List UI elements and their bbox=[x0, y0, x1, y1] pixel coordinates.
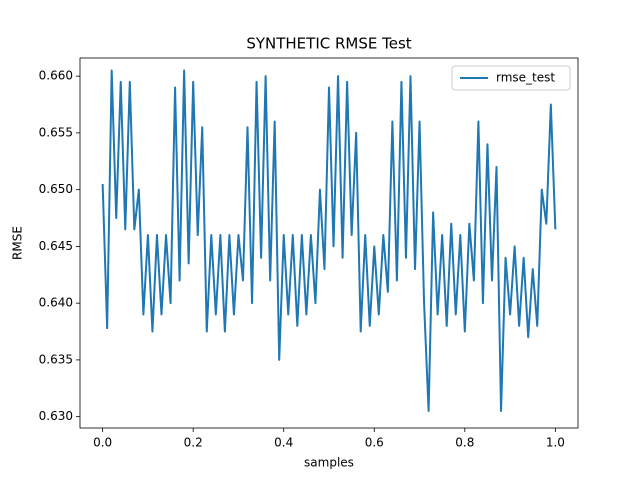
y-tick-label: 0.630 bbox=[39, 409, 73, 423]
y-tick-label: 0.640 bbox=[39, 296, 73, 310]
y-tick-label: 0.655 bbox=[39, 125, 73, 139]
x-axis-label: samples bbox=[304, 456, 354, 470]
x-tick-label: 0.8 bbox=[455, 436, 474, 450]
x-tick-label: 0.4 bbox=[274, 436, 293, 450]
y-tick-label: 0.660 bbox=[39, 69, 73, 83]
x-tick-label: 1.0 bbox=[546, 436, 565, 450]
x-tick-label: 0.0 bbox=[93, 436, 112, 450]
data-line bbox=[101, 69, 557, 412]
y-tick-label: 0.645 bbox=[39, 239, 73, 253]
x-tick-label: 0.6 bbox=[365, 436, 384, 450]
plot-frame bbox=[79, 57, 579, 429]
y-tick-label: 0.635 bbox=[39, 352, 73, 366]
x-tick-label: 0.2 bbox=[184, 436, 203, 450]
y-tick-label: 0.650 bbox=[39, 182, 73, 196]
legend-box bbox=[451, 65, 571, 91]
chart-title: SYNTHETIC RMSE Test bbox=[246, 35, 411, 53]
y-axis-label: RMSE bbox=[11, 226, 25, 260]
legend-label: rmse_test bbox=[496, 71, 555, 85]
